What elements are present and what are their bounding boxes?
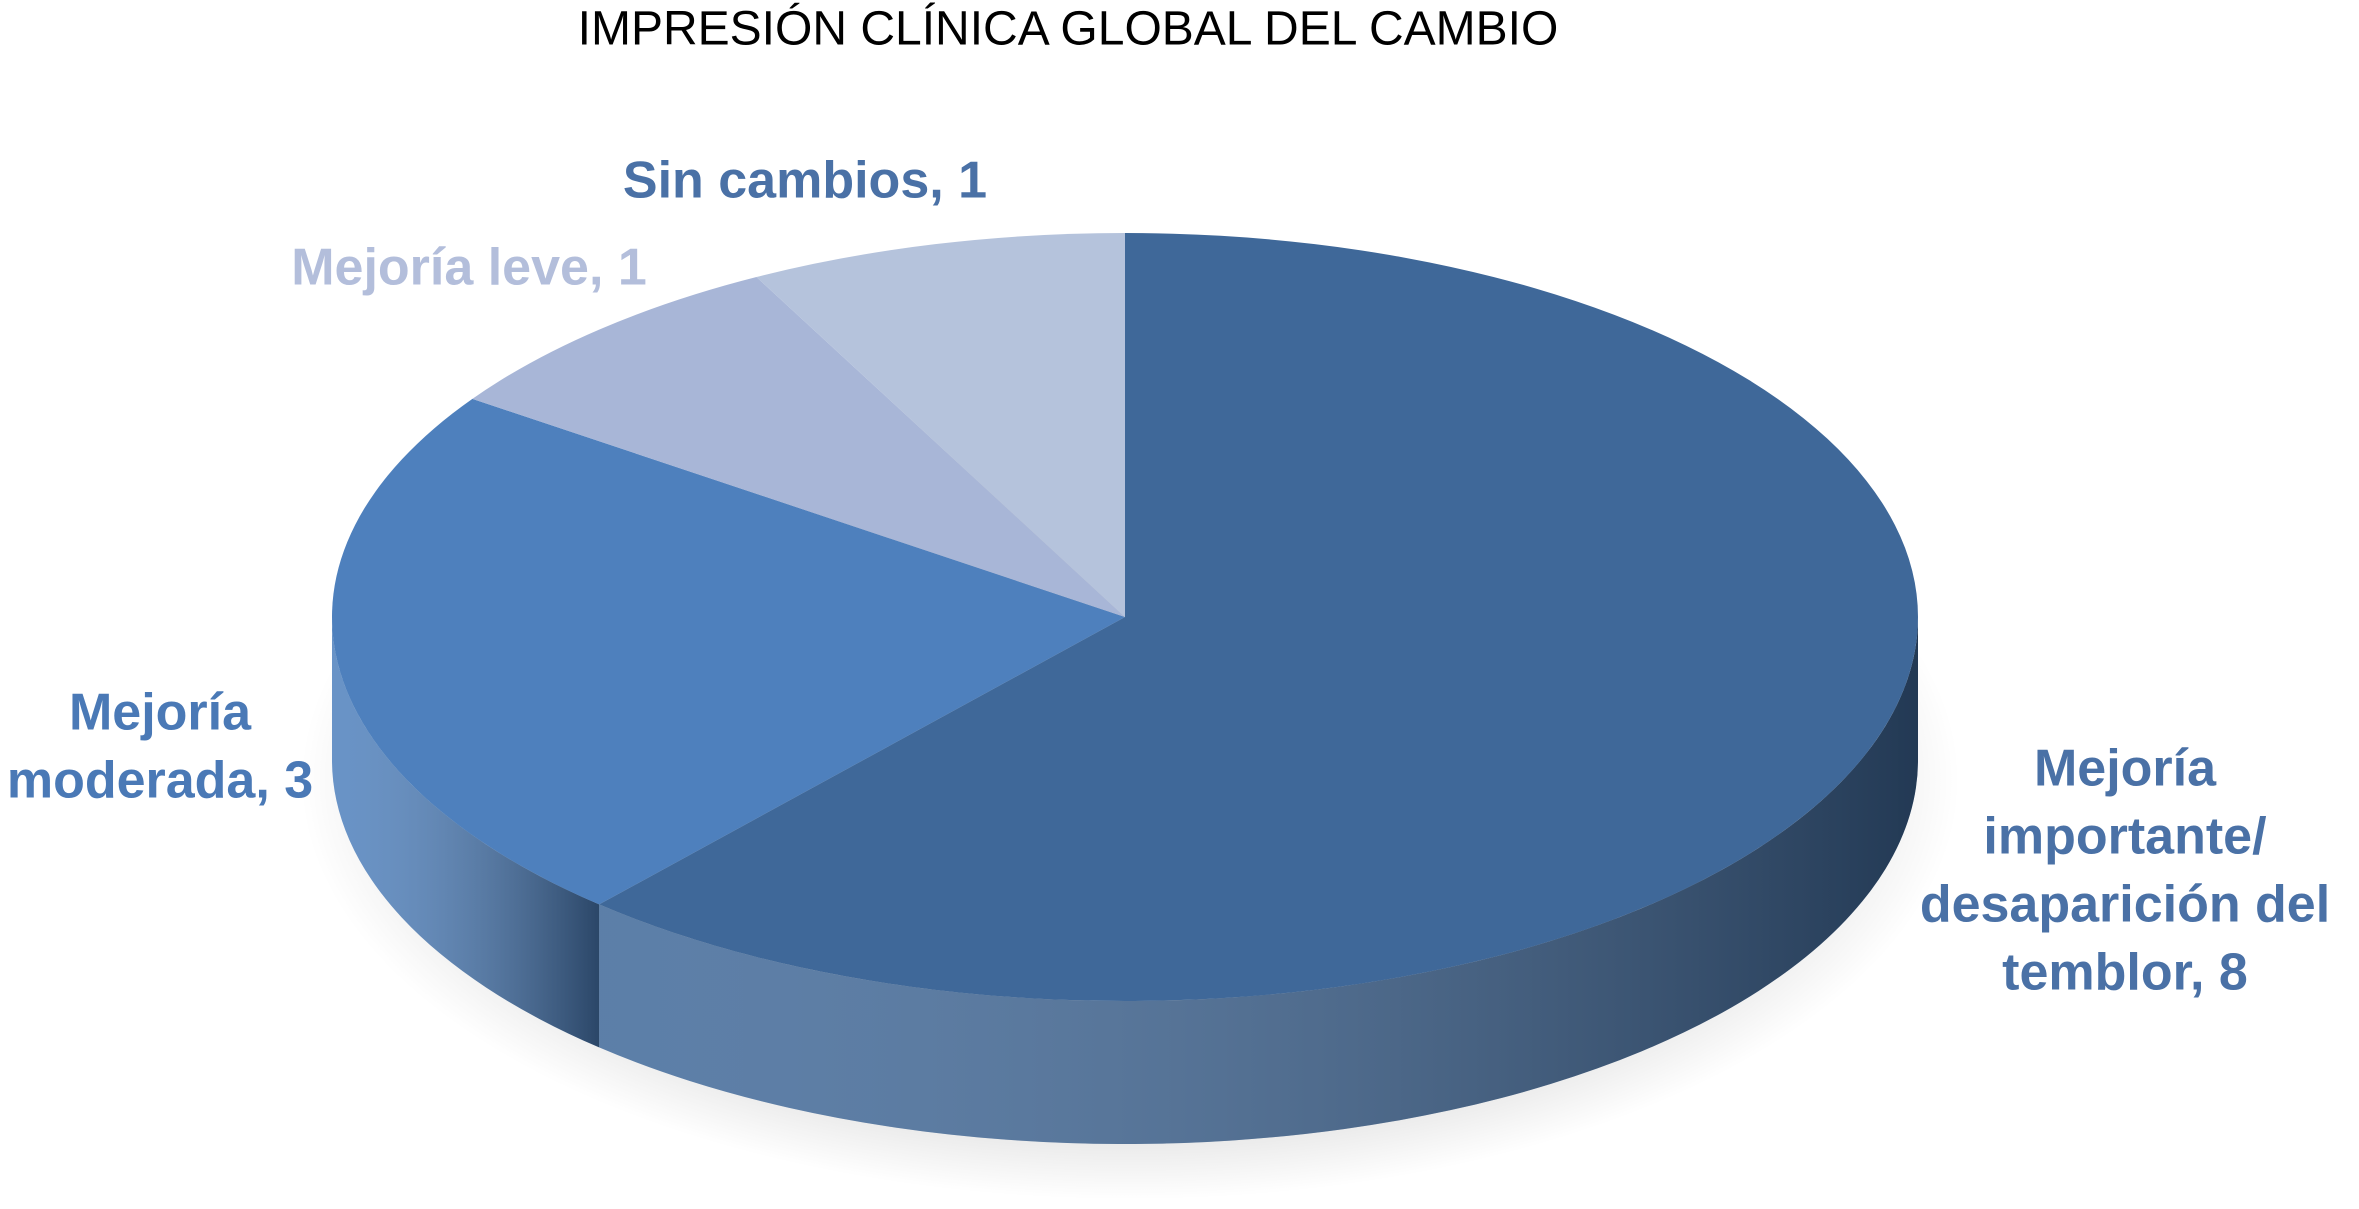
- slice-side-shade: [332, 617, 600, 1048]
- data-label: desaparición del: [1920, 876, 2330, 934]
- data-label: Sin cambios, 1: [623, 152, 987, 210]
- slice: [472, 276, 1125, 617]
- slice-side-shade: [599, 617, 1918, 1145]
- data-label: Mejoría: [69, 684, 252, 742]
- chart-title: IMPRESIÓN CLÍNICA GLOBAL DEL CAMBIO: [578, 2, 1559, 56]
- data-label: temblor, 8: [2002, 944, 2248, 1002]
- slice: [756, 233, 1125, 617]
- slice: [331, 398, 1125, 905]
- data-label: importante/: [1983, 808, 2266, 866]
- slice: [599, 233, 1918, 1001]
- data-label: moderada, 3: [7, 752, 313, 810]
- data-label: Mejoría: [2034, 740, 2217, 798]
- data-label: Mejoría leve, 1: [291, 239, 647, 297]
